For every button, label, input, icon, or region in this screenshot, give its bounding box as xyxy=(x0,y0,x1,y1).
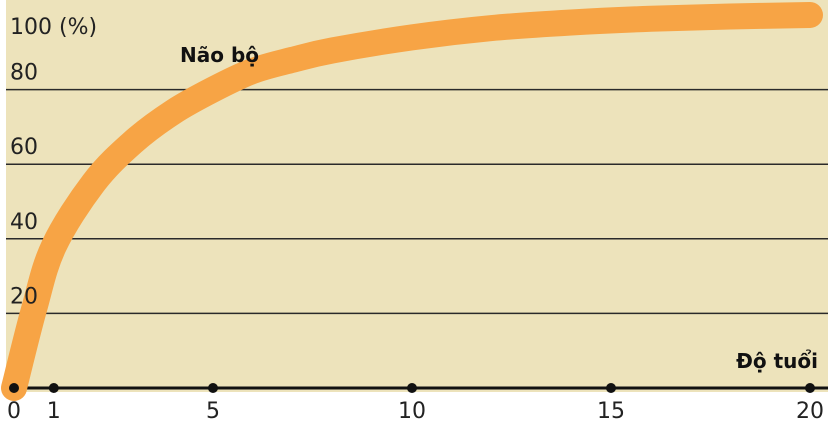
x-tick-dot-20 xyxy=(805,383,815,393)
y-tick-label-80: 80 xyxy=(10,61,38,86)
y-tick-label-20: 20 xyxy=(10,284,38,309)
x-tick-dot-0 xyxy=(9,383,19,393)
x-tick-label-0: 0 xyxy=(7,399,21,422)
x-tick-label-5: 5 xyxy=(206,399,220,422)
x-tick-dot-1 xyxy=(48,383,59,393)
x-tick-dot-15 xyxy=(606,383,616,393)
x-tick-label-15: 15 xyxy=(597,399,625,422)
y-tick-label-100: 100 (%) xyxy=(10,15,97,40)
y-tick-label-40: 40 xyxy=(10,210,38,235)
x-ticks: 0 1 5 10 15 20 xyxy=(7,383,824,422)
grid-lines xyxy=(6,88,828,315)
frame-left-strip xyxy=(0,0,6,392)
y-tick-label-60: 60 xyxy=(10,135,38,160)
x-tick-label-1: 1 xyxy=(47,399,61,422)
x-tick-label-20: 20 xyxy=(796,399,824,422)
x-tick-dot-5 xyxy=(208,383,218,393)
x-tick-dot-10 xyxy=(407,383,417,393)
y-ticks: 20 40 60 80 100 (%) xyxy=(10,15,97,309)
brain-growth-curve xyxy=(1,2,823,401)
plot-background xyxy=(0,0,828,392)
x-tick-label-10: 10 xyxy=(398,399,426,422)
series-label: Não bộ xyxy=(180,43,259,67)
x-axis-title: Độ tuổi xyxy=(736,349,818,373)
